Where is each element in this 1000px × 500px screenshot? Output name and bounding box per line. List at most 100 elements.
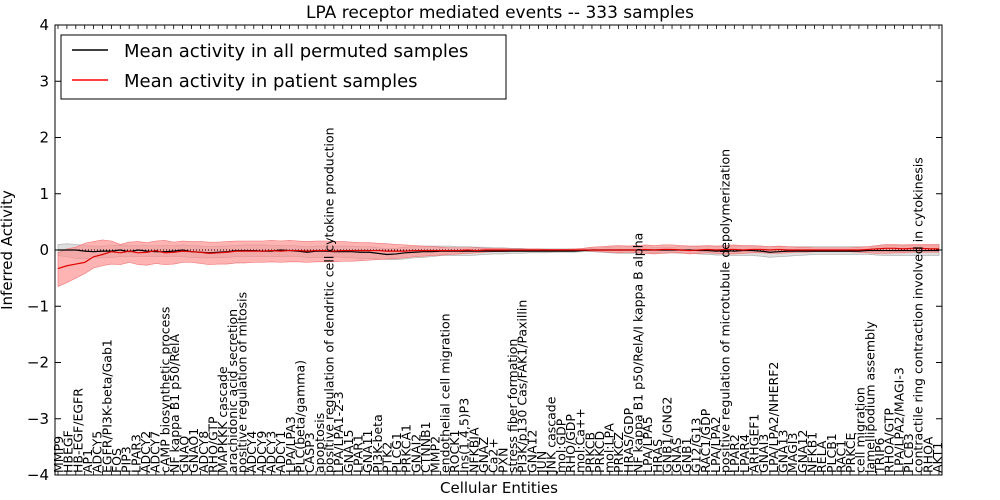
- category-label: CASP3: [302, 432, 317, 473]
- legend-label-patient: Mean activity in patient samples: [124, 71, 418, 92]
- y-tick-label: 2: [39, 129, 49, 147]
- category-label: GNAQ: [177, 436, 192, 473]
- category-label: RHOA: [920, 436, 935, 473]
- category-label: PRKCZ: [611, 432, 626, 473]
- category-label: PXN: [495, 448, 510, 473]
- category-label: NF kappa B1 p50/RelA/I kappa B alpha: [631, 233, 646, 473]
- category-label: GNAO1: [186, 428, 201, 473]
- category-label: LPAR2: [727, 434, 742, 473]
- category-label: PIP3: [119, 446, 134, 473]
- category-label: ADCY3: [264, 431, 279, 473]
- category-label: NFKB1: [804, 432, 819, 473]
- y-tick-label: −1: [27, 297, 49, 315]
- category-label: Ins(1,4,5)P3: [457, 398, 472, 473]
- category-label: HRAS/GDP: [621, 407, 636, 473]
- category-label: LPA/LPA3: [283, 416, 298, 473]
- category-label: ADCY7: [148, 431, 163, 473]
- category-label: PLCB3: [901, 433, 916, 473]
- category-label: RAC1: [833, 440, 848, 473]
- category-label: PI3K/p130 Cas/FAK1/Paxillin: [515, 300, 530, 473]
- category-label: PRKCD: [592, 431, 607, 473]
- category-label: GNA13: [775, 429, 790, 473]
- x-axis-ticks: [57, 25, 940, 475]
- category-label: cell migration: [853, 387, 868, 473]
- y-tick-label: 0: [39, 241, 49, 259]
- category-label: PRKCB: [582, 432, 597, 473]
- legend-box: [60, 34, 507, 100]
- category-label: TRIP6: [872, 437, 887, 474]
- category-label: RAC1/GDP: [698, 408, 713, 473]
- category-label: GNB1: [679, 437, 694, 473]
- category-label: apoptosis: [312, 413, 327, 473]
- y-tick-label: −3: [27, 410, 49, 428]
- series-line-patient: [57, 247, 939, 270]
- category-label: GNAZ: [476, 437, 491, 473]
- category-label: LPA/LPA2: [708, 416, 723, 473]
- category-label: JUN: [534, 451, 549, 474]
- category-label: stress fiber formation: [505, 339, 520, 473]
- category-label: LPA/LPA1-2-3: [331, 391, 346, 473]
- category-label: ADCY4: [244, 431, 259, 473]
- category-label: PLCB1: [824, 433, 839, 473]
- category-label: MAGI3: [785, 433, 800, 473]
- category-label: GNA12: [524, 430, 539, 474]
- category-label: cAMP biosynthetic process: [157, 307, 172, 473]
- y-tick-label: −2: [27, 354, 49, 372]
- category-label: RHO/GTP: [206, 416, 221, 473]
- category-label: PRKCA1: [399, 424, 414, 473]
- category-label: NF kappa B1 p50/RelA: [167, 333, 182, 473]
- category-label: positive regulation of mitosis: [235, 292, 250, 473]
- category-label: positive regulation of dendritic cell cy…: [321, 127, 336, 473]
- category-label: mol:GDP: [553, 418, 568, 473]
- category-label: arachidonic acid secretion: [225, 309, 240, 473]
- category-label: ADCY8: [196, 431, 211, 473]
- category-label: GNAI2: [408, 434, 423, 473]
- category-label: Ca2+: [486, 438, 501, 473]
- category-label: EGFR/PI3K-beta/Gab1: [99, 339, 114, 473]
- category-label: NFKBIA: [466, 427, 481, 473]
- legend: Mean activity in all permuted samples Me…: [60, 34, 507, 100]
- category-label: RELA: [814, 440, 829, 473]
- y-tick-label: 1: [39, 185, 49, 203]
- category-label: ADCY1: [273, 431, 288, 473]
- category-label: contractile ring contraction involved in…: [911, 157, 926, 473]
- category-labels: MMP9HBEGFHB-EGF/EGFRAP1ADCY5EGFR/PI3K-be…: [51, 127, 945, 474]
- legend-label-permuted: Mean activity in all permuted samples: [124, 41, 468, 62]
- y-tick-label: 4: [39, 16, 49, 34]
- category-label: AP1: [80, 449, 95, 473]
- category-label: ADCY2: [138, 431, 153, 473]
- category-label: LPA/LPA2/NHERF2: [766, 362, 781, 473]
- category-label: GNAI3: [756, 434, 771, 473]
- category-label: LPAR1: [350, 434, 365, 473]
- category-label: mol:LPA: [602, 423, 617, 473]
- category-label: MAPKKK cascade: [215, 366, 230, 473]
- y-tick-label: 3: [39, 72, 49, 90]
- category-label: PLCG1: [389, 432, 404, 473]
- category-label: ADCY9: [254, 431, 269, 473]
- category-label: AKT1: [930, 442, 945, 473]
- category-label: HB-EGF/EGFR: [70, 388, 85, 473]
- category-label: RHO/GDP: [563, 414, 578, 473]
- confidence-bands: [57, 239, 940, 288]
- category-label: GNA12: [795, 430, 810, 474]
- category-label: FOS: [109, 448, 124, 473]
- category-label: RHOA/GTP: [882, 408, 897, 473]
- category-label: GNAS: [669, 437, 684, 473]
- y-axis-label: Inferred Activity: [0, 190, 16, 310]
- category-label: LPA/LPA2/MAGI-3: [891, 367, 906, 473]
- category-label: lamellipodium assembly: [862, 321, 877, 473]
- category-label: LPAR4: [737, 434, 752, 473]
- category-label: LPA/LPA5: [640, 416, 655, 473]
- category-label: HBEGF: [61, 430, 76, 473]
- category-label: ARHGEF1: [746, 414, 761, 473]
- mean-lines: [57, 247, 939, 270]
- category-label: G12/G13: [689, 418, 704, 473]
- category-label: mol:Ca++: [573, 408, 588, 473]
- category-label: HRAS: [650, 439, 665, 473]
- category-label: ADCY5: [90, 431, 105, 473]
- chart-title: LPA receptor mediated events -- 333 samp…: [306, 3, 694, 23]
- category-label: GNB1/GNG2: [660, 397, 675, 473]
- category-label: GNA15: [341, 429, 356, 473]
- category-label: ROCK1: [447, 430, 462, 473]
